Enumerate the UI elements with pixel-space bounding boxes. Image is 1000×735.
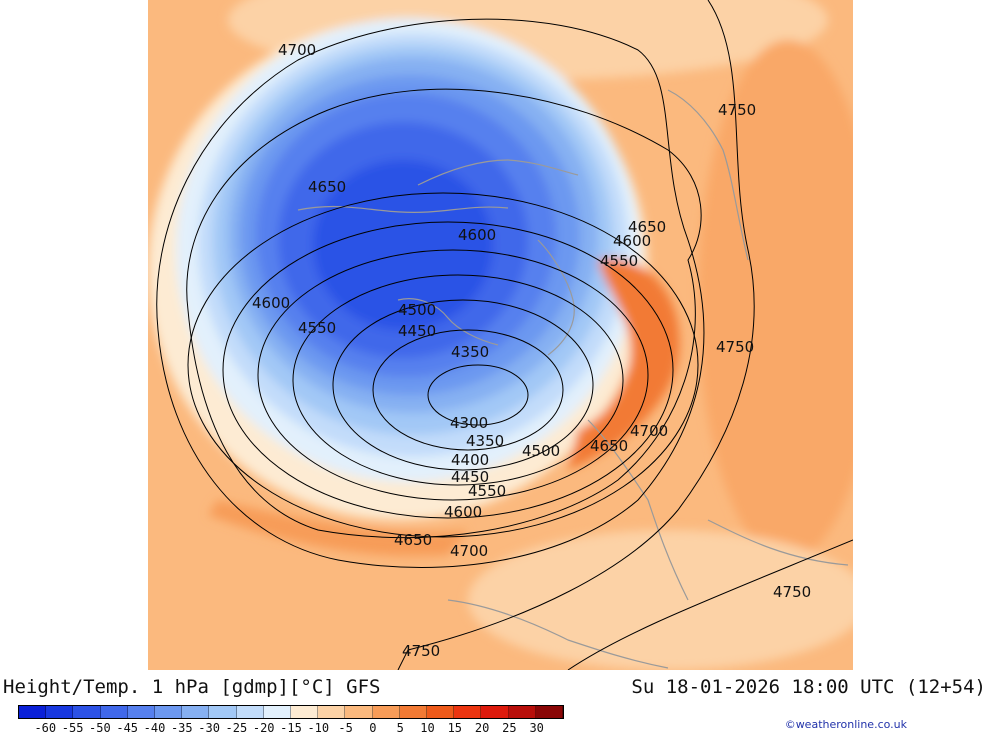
coastlines — [297, 89, 849, 669]
colorbar-swatch — [182, 706, 210, 718]
colorbar-swatch — [19, 706, 47, 718]
colorbar-ticks: -60 -55 -50 -45 -40 -35 -30 -25 -20 -15 -10 -5 0 5 10 1… — [18, 721, 564, 735]
label-4750-s: 4750 — [402, 642, 440, 660]
colorbar-tick: 25 — [502, 721, 517, 735]
colorbar-tick: -30 — [198, 721, 220, 735]
colorbar-swatch — [73, 706, 101, 718]
label-4750-ne: 4750 — [718, 101, 756, 119]
contour-4750-se — [567, 539, 853, 670]
colorbar-swatch — [481, 706, 509, 718]
colorbar-swatch — [209, 706, 237, 718]
colorbar-tick: 30 — [529, 721, 544, 735]
contour-4500 — [257, 249, 649, 501]
contour-4400 — [332, 299, 594, 471]
label-4650-n: 4650 — [308, 178, 346, 196]
colorbar-tick: -15 — [280, 721, 302, 735]
colorbar-tick: -55 — [61, 721, 84, 735]
height-contours — [156, 0, 853, 670]
contour-labels: 4700 4750 4650 4600 4650 4600 4550 4600 … — [252, 41, 811, 660]
colorbar-tick: -35 — [170, 721, 193, 735]
label-4600-e: 4600 — [613, 232, 651, 250]
label-4350-s: 4350 — [466, 432, 504, 450]
colorbar-swatch — [236, 706, 264, 718]
warm-patch-east — [698, 40, 853, 560]
chart-title: Height/Temp. 1 hPa [gdmp][°C] GFS — [3, 676, 381, 698]
contour-4750 — [397, 0, 755, 670]
forecast-datetime: Su 18-01-2026 18:00 UTC (12+54) — [631, 676, 986, 698]
colorbar-tick: -50 — [89, 721, 111, 735]
colorbar-swatch — [345, 706, 373, 718]
colorbar-swatch — [127, 706, 156, 718]
label-4700-e: 4700 — [630, 422, 668, 440]
colorbar-tick: 10 — [420, 721, 435, 735]
colorbar-tick: 20 — [474, 721, 490, 735]
colorbar-tick: 5 — [396, 721, 404, 735]
colorbar-tick: 0 — [369, 721, 377, 735]
label-4500-c: 4500 — [398, 301, 436, 319]
label-4700-s: 4700 — [450, 542, 488, 560]
label-4400-s: 4400 — [451, 451, 489, 469]
weather-map: 4700 4750 4650 4600 4650 4600 4550 4600 … — [148, 0, 853, 670]
colorbar-tick: -45 — [116, 721, 139, 735]
colorbar-tick: 15 — [447, 721, 463, 735]
label-4600-s: 4600 — [444, 503, 482, 521]
warm-patch-south — [468, 530, 853, 670]
label-4450-c: 4450 — [398, 322, 436, 340]
label-4650-sw: 4650 — [394, 531, 432, 549]
colorbar-swatch — [535, 706, 564, 718]
contour-4600 — [187, 192, 699, 538]
colorbar-tick: -25 — [225, 721, 248, 735]
colorbar-swatch — [155, 706, 183, 718]
label-4550-e: 4550 — [600, 252, 638, 270]
colorbar-swatch — [318, 706, 346, 718]
temperature-colorbar — [18, 705, 564, 719]
contour-4350 — [372, 329, 564, 451]
label-4350-c: 4350 — [451, 343, 489, 361]
colorbar-swatch — [263, 706, 292, 718]
contour-4450 — [292, 274, 624, 486]
colorbar-swatch — [427, 706, 455, 718]
warm-band-east — [568, 258, 680, 470]
label-4700-nw: 4700 — [278, 41, 316, 59]
colorbar-swatch — [372, 706, 400, 718]
colorbar-tick: -10 — [307, 721, 330, 735]
contour-4700 — [156, 18, 705, 568]
label-4450-s: 4450 — [451, 468, 489, 486]
label-4550-s: 4550 — [468, 482, 506, 500]
colorbar-tick: -60 — [34, 721, 57, 735]
label-4650-e: 4650 — [628, 218, 666, 236]
label-4650-se: 4650 — [590, 437, 628, 455]
label-4550-w: 4550 — [298, 319, 336, 337]
label-4500-s: 4500 — [522, 442, 560, 460]
colorbar-swatch — [100, 706, 128, 718]
colorbar-swatch — [508, 706, 536, 718]
colorbar-swatch — [454, 706, 482, 718]
contour-4550 — [222, 221, 674, 519]
contour-4300 — [427, 364, 529, 426]
colorbar-swatch — [399, 706, 428, 718]
label-4750-se: 4750 — [773, 583, 811, 601]
label-4300: 4300 — [450, 414, 488, 432]
warm-band-south — [208, 500, 468, 556]
label-4600-n: 4600 — [458, 226, 496, 244]
colorbar-swatch — [291, 706, 319, 718]
credit-link[interactable]: ©weatheronline.co.uk — [784, 718, 907, 731]
label-4750-e: 4750 — [716, 338, 754, 356]
label-4600-w: 4600 — [252, 294, 290, 312]
colorbar-tick: -40 — [143, 721, 166, 735]
colorbar-tick: -20 — [252, 721, 275, 735]
colorbar-swatch — [46, 706, 74, 718]
contour-4650 — [186, 88, 702, 539]
colorbar-tick: -5 — [338, 721, 353, 735]
